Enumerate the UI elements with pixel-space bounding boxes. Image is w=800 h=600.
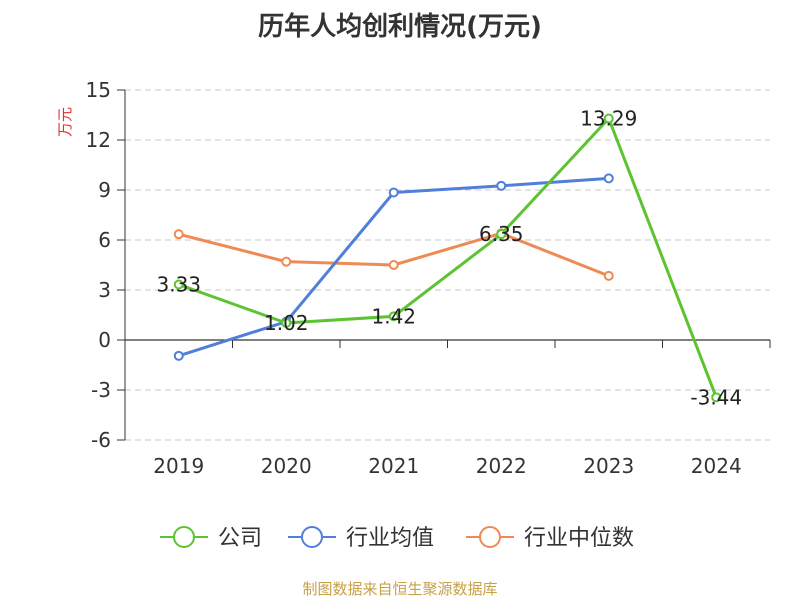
data-point [711, 392, 722, 403]
data-point [603, 173, 614, 184]
data-point [388, 260, 399, 270]
data-label: 13.29 [580, 107, 637, 131]
series-line [178, 117, 718, 398]
x-tick-label: 2020 [261, 454, 312, 478]
y-tick-label: -6 [91, 428, 111, 452]
y-tick-label: -3 [91, 378, 111, 402]
chart-title: 历年人均创利情况(万元) [258, 12, 542, 42]
legend-label: 公司 [218, 526, 262, 551]
x-tick-label: 2021 [368, 454, 419, 478]
legend-label: 行业均值 [346, 526, 434, 551]
data-point [281, 318, 292, 328]
data-point [496, 180, 507, 191]
legend-marker-circle [173, 526, 195, 548]
legend: 公司 行业均值 行业中位数 [160, 526, 634, 551]
data-point [388, 311, 399, 322]
gridlines [125, 89, 770, 441]
y-tick-label: 0 [98, 328, 111, 352]
data-label: 6.35 [479, 222, 524, 246]
y-tick-label: 3 [98, 278, 111, 302]
y-tick-label: 6 [98, 228, 111, 252]
x-tick-label: 2024 [691, 454, 742, 478]
y-tick-label: 9 [98, 178, 111, 202]
data-point [173, 279, 184, 290]
x-tick-label: 2023 [583, 454, 634, 478]
data-labels: 3.33 1.02 1.42 6.35 13.29 -3.44 [156, 107, 742, 410]
legend-marker-circle [301, 526, 323, 548]
y-tick-label: 15 [86, 78, 111, 102]
data-point [603, 113, 614, 124]
data-point [281, 256, 292, 267]
y-axis-label: 万元 [56, 107, 74, 137]
data-point [603, 270, 614, 281]
data-point [173, 350, 184, 361]
data-point [173, 229, 184, 240]
legend-marker-circle [479, 526, 501, 548]
source-note: 制图数据来自恒生聚源数据库 [302, 580, 498, 598]
data-label: 3.33 [156, 273, 201, 297]
data-label: -3.44 [690, 385, 742, 409]
data-point [388, 187, 399, 198]
x-tick-label: 2022 [476, 454, 527, 478]
data-label: 1.42 [371, 304, 416, 328]
y-tick-label: 12 [86, 128, 111, 152]
legend-label: 行业中位数 [524, 526, 634, 551]
series-lines [173, 113, 722, 403]
x-tick-label: 2019 [153, 454, 204, 478]
data-label: 1.02 [264, 311, 309, 335]
data-point [496, 229, 507, 240]
